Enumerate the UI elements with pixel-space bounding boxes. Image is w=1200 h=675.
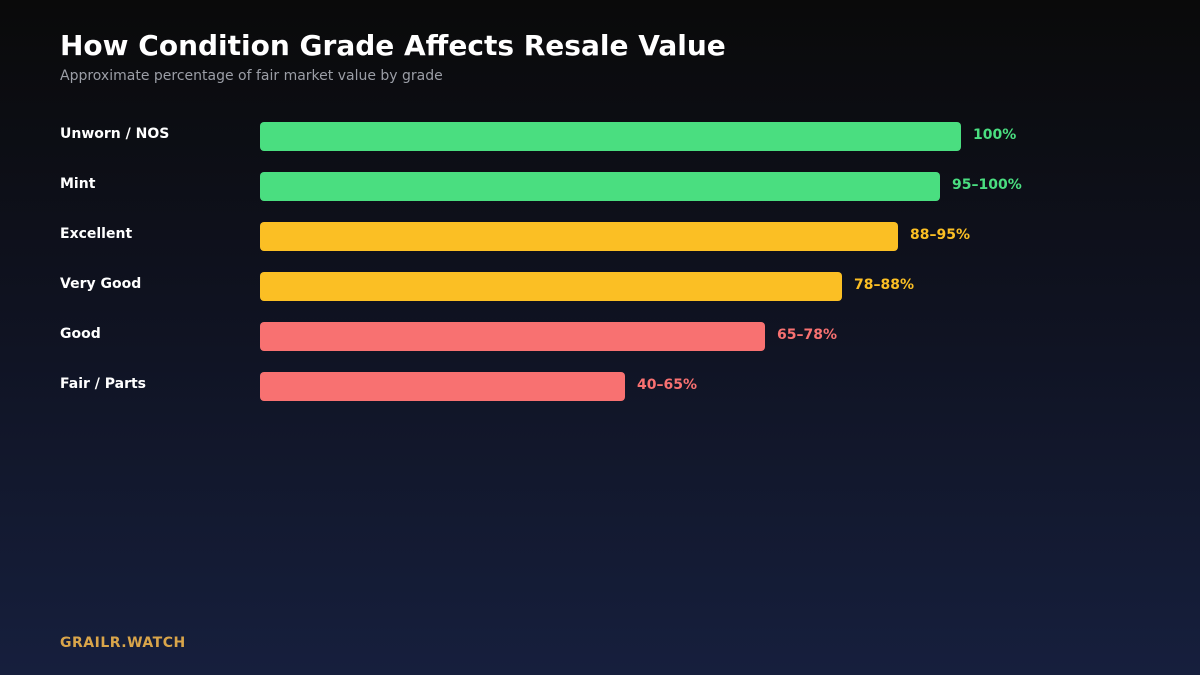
- bar-value-label: 40–65%: [637, 377, 697, 393]
- category-label: Excellent: [60, 226, 133, 242]
- bar-value-label: 100%: [973, 127, 1017, 143]
- bar-value-label: 88–95%: [910, 227, 970, 243]
- chart-title: How Condition Grade Affects Resale Value: [60, 29, 726, 62]
- bar: [260, 222, 898, 251]
- category-label: Mint: [60, 176, 96, 192]
- category-label: Unworn / NOS: [60, 126, 170, 142]
- bar: [260, 172, 940, 201]
- category-label: Very Good: [60, 276, 142, 292]
- category-label: Good: [60, 326, 101, 342]
- category-label: Fair / Parts: [60, 376, 147, 392]
- bar: [260, 372, 625, 401]
- bar: [260, 272, 842, 301]
- brand-logo-text: GRAILR.WATCH: [60, 635, 186, 651]
- bar-value-label: 65–78%: [777, 327, 837, 343]
- bar: [260, 322, 765, 351]
- bar-value-label: 78–88%: [854, 277, 914, 293]
- bar-value-label: 95–100%: [952, 177, 1022, 193]
- bar: [260, 122, 961, 151]
- chart-subtitle: Approximate percentage of fair market va…: [60, 68, 443, 84]
